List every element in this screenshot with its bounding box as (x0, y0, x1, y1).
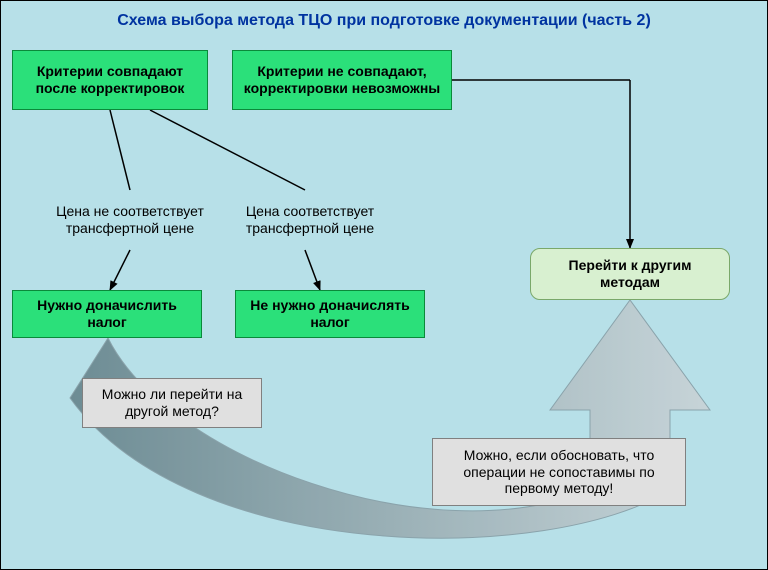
node-price_no: Цена не соответствует трансфертной цене (45, 190, 215, 250)
node-need_tax: Нужно доначислить налог (12, 290, 202, 338)
diagram-title: Схема выбора метода ТЦО при подготовке д… (0, 12, 768, 30)
node-crit_nomatch: Критерии не совпадают, корректировки нев… (232, 50, 452, 110)
node-answer: Можно, если обосновать, что операции не … (432, 438, 686, 506)
node-can_switch: Можно ли перейти на другой метод? (82, 378, 262, 428)
diagram-canvas: Схема выбора метода ТЦО при подготовке д… (0, 0, 768, 570)
node-no_need_tax: Не нужно доначислять налог (235, 290, 425, 338)
node-price_yes: Цена соответствует трансфертной цене (225, 190, 395, 250)
node-go_other: Перейти к другим методам (530, 248, 730, 300)
node-crit_match: Критерии совпадают после корректировок (12, 50, 208, 110)
